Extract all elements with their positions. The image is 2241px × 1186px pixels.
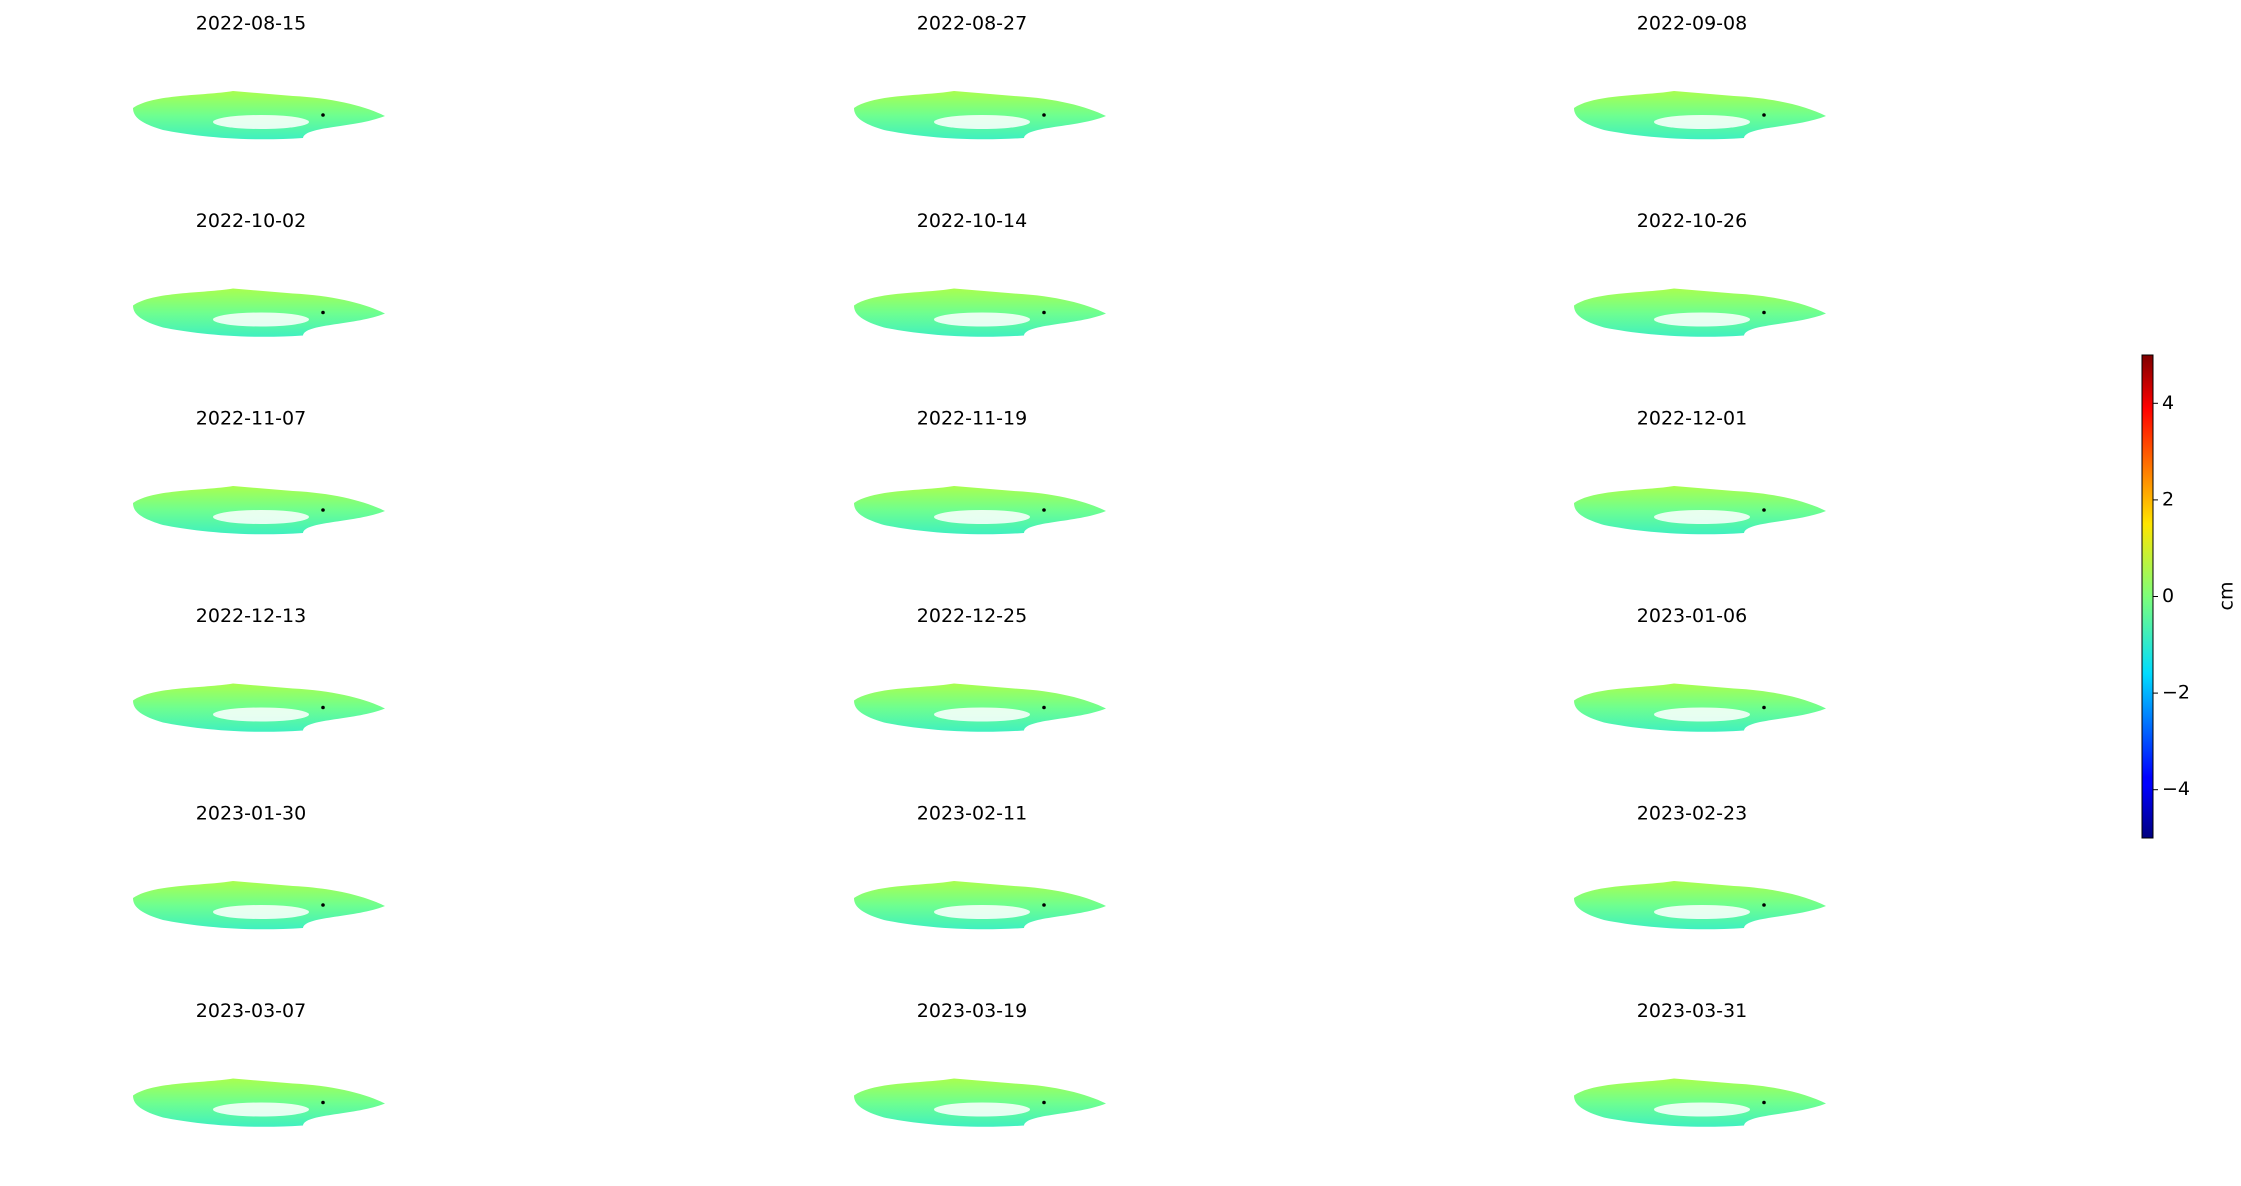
- no-data-area: [934, 905, 1030, 919]
- reference-point: [1042, 705, 1046, 710]
- panel-title: 2023-03-07: [196, 1000, 306, 1022]
- colorbar-tick-label: 4: [2162, 392, 2174, 414]
- panel-title: 2022-12-01: [1637, 408, 1747, 430]
- no-data-area: [934, 115, 1030, 129]
- no-data-area: [934, 707, 1030, 722]
- panel-title: 2023-02-11: [917, 803, 1027, 825]
- panel-title: 2023-03-19: [917, 1000, 1027, 1022]
- reference-point: [1042, 1100, 1046, 1105]
- reference-point: [1042, 508, 1046, 512]
- no-data-area: [213, 707, 309, 722]
- no-data-area: [213, 115, 309, 129]
- reference-point: [1762, 310, 1766, 315]
- colorbar-tick-label: 0: [2162, 585, 2174, 607]
- reference-point: [1042, 310, 1046, 315]
- panel-title: 2022-10-14: [917, 210, 1027, 232]
- reference-point: [1762, 508, 1766, 512]
- panel-title: 2022-11-07: [196, 408, 306, 430]
- no-data-area: [934, 510, 1030, 524]
- reference-point: [321, 1100, 325, 1105]
- reference-point: [321, 705, 325, 710]
- reference-point: [1762, 903, 1766, 907]
- reference-point: [321, 903, 325, 907]
- panel-title: 2022-08-27: [917, 13, 1027, 35]
- no-data-area: [934, 1102, 1030, 1117]
- no-data-area: [1654, 312, 1750, 327]
- panel-title: 2022-09-08: [1637, 13, 1747, 35]
- panel-title: 2022-10-26: [1637, 210, 1747, 232]
- no-data-area: [213, 510, 309, 524]
- panel-title: 2023-01-30: [196, 803, 306, 825]
- panel-title: 2022-12-25: [917, 605, 1027, 627]
- colorbar-tick-label: −2: [2162, 682, 2190, 704]
- panel-title: 2022-08-15: [196, 13, 306, 35]
- no-data-area: [213, 1102, 309, 1117]
- no-data-area: [213, 905, 309, 919]
- no-data-area: [1654, 510, 1750, 524]
- no-data-area: [934, 312, 1030, 327]
- no-data-area: [213, 312, 309, 327]
- panel-title: 2023-02-23: [1637, 803, 1747, 825]
- reference-point: [1762, 113, 1766, 117]
- no-data-area: [1654, 905, 1750, 919]
- panel-title: 2022-10-02: [196, 210, 306, 232]
- reference-point: [321, 310, 325, 315]
- reference-point: [1762, 1100, 1766, 1105]
- reference-point: [321, 113, 325, 117]
- no-data-area: [1654, 115, 1750, 129]
- reference-point: [321, 508, 325, 512]
- panel-title: 2022-11-19: [917, 408, 1027, 430]
- reference-point: [1042, 903, 1046, 907]
- colorbar-label: cm: [2216, 582, 2238, 611]
- no-data-area: [1654, 707, 1750, 722]
- panel-title: 2023-01-06: [1637, 605, 1747, 627]
- panel-title: 2022-12-13: [196, 605, 306, 627]
- panel-title: 2023-03-31: [1637, 1000, 1747, 1022]
- colorbar-tick-label: 2: [2162, 488, 2174, 510]
- reference-point: [1762, 705, 1766, 710]
- reference-point: [1042, 113, 1046, 117]
- colorbar: [2141, 354, 2154, 839]
- no-data-area: [1654, 1102, 1750, 1117]
- colorbar-tick-label: −4: [2162, 778, 2190, 800]
